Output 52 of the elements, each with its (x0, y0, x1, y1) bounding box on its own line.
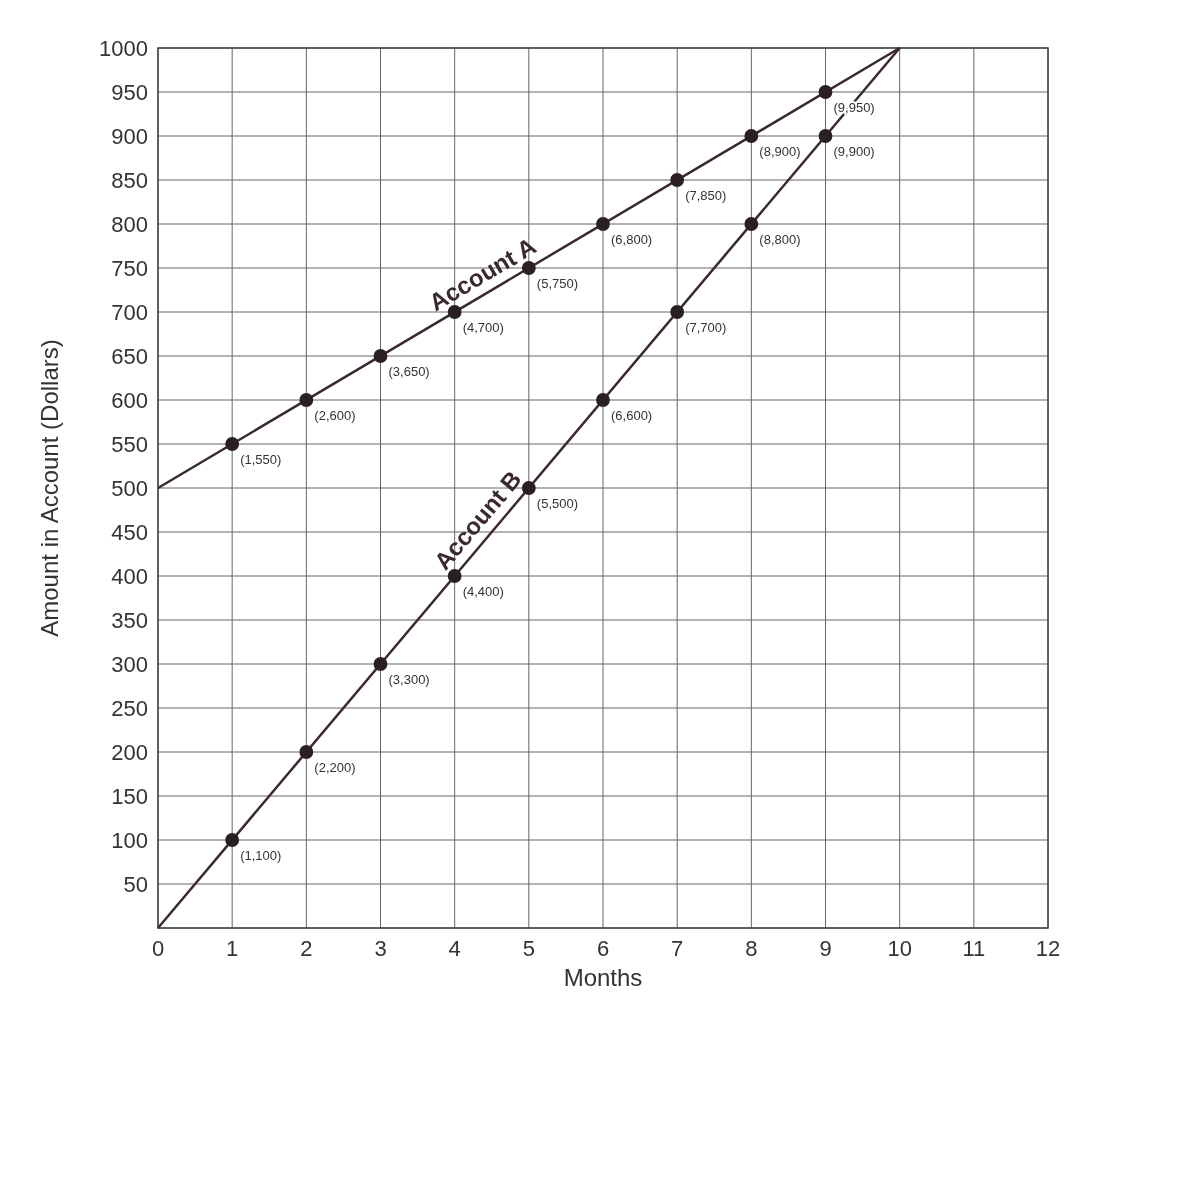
annotation: (4,400) (462, 584, 504, 599)
x-tick-label: 0 (151, 936, 165, 961)
x-tick-label: 1 (226, 936, 239, 961)
y-tick-label: 900 (111, 124, 148, 149)
annotation: (6,600) (611, 408, 653, 423)
x-tick-label: 8 (745, 936, 758, 961)
x-tick-label: 9 (819, 936, 832, 961)
annotation: (9,900) (833, 144, 875, 159)
annotation: (5,750) (536, 276, 579, 291)
y-tick-label: 550 (111, 432, 148, 457)
x-axis-title: Months (563, 964, 643, 991)
y-tick-label: 500 (111, 476, 148, 501)
annotation: (7,850) (685, 188, 727, 203)
y-tick-label: 750 (111, 256, 148, 281)
y-tick-label: 1000 (99, 36, 148, 61)
annotation: (5,500) (536, 496, 579, 511)
annotation: (6,800) (611, 232, 653, 247)
y-tick-label: 400 (111, 564, 148, 589)
annotation: (3,650) (388, 364, 430, 379)
y-tick-label: 350 (111, 608, 148, 633)
y-tick-label: 600 (111, 388, 148, 413)
y-tick-label: 100 (111, 828, 148, 853)
y-tick-label: 300 (111, 652, 148, 677)
annotation: (1,550) (240, 452, 282, 467)
annotation: (3,300) (388, 672, 430, 687)
y-tick-label: 850 (111, 168, 148, 193)
x-tick-label: 4 (448, 936, 461, 961)
annotation: (2,600) (314, 408, 356, 423)
annotation: (1,100) (240, 848, 282, 863)
y-tick-label: 700 (111, 300, 148, 325)
annotation: (8,800) (759, 232, 801, 247)
x-tick-label: 11 (962, 936, 986, 961)
y-tick-label: 650 (111, 344, 148, 369)
x-tick-label: 2 (300, 936, 313, 961)
annotation: (4,700) (462, 320, 504, 335)
x-tick-label: 10 (887, 936, 912, 961)
annotation: (7,700) (685, 320, 727, 335)
y-tick-label: 50 (123, 872, 148, 897)
y-tick-label: 200 (111, 740, 148, 765)
x-tick-label: 6 (596, 936, 610, 961)
x-tick-label: 7 (671, 936, 684, 961)
y-tick-label: 450 (111, 520, 148, 545)
x-tick-label: 12 (1035, 936, 1061, 961)
y-tick-label: 250 (111, 696, 148, 721)
x-tick-label: 5 (522, 936, 535, 961)
y-tick-label: 150 (111, 784, 148, 809)
x-tick-label: 3 (374, 936, 387, 961)
annotation: (2,200) (314, 760, 356, 775)
y-tick-label: 950 (111, 80, 148, 105)
annotation: (8,900) (759, 144, 801, 159)
y-axis-title: Amount in Account (Dollars) (36, 339, 63, 637)
y-tick-label: 800 (111, 212, 148, 237)
